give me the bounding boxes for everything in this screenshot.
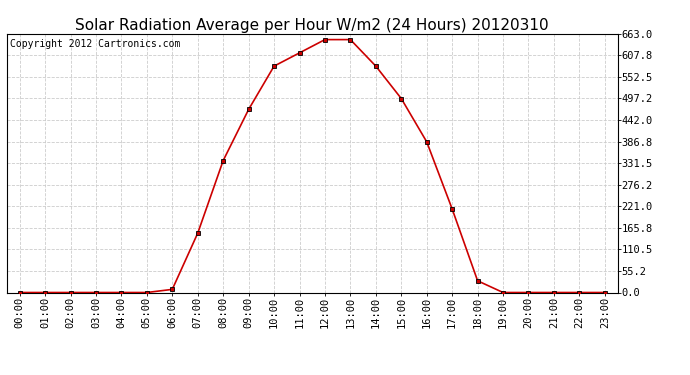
Text: Copyright 2012 Cartronics.com: Copyright 2012 Cartronics.com [10,39,180,49]
Title: Solar Radiation Average per Hour W/m2 (24 Hours) 20120310: Solar Radiation Average per Hour W/m2 (2… [75,18,549,33]
